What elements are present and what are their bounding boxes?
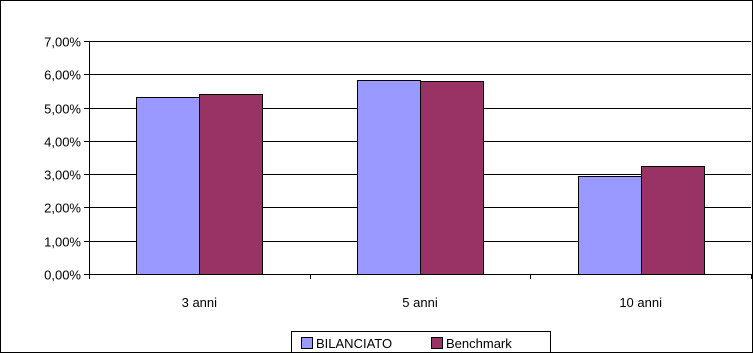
y-tick-label: 6,00% — [44, 68, 81, 83]
legend-swatch-bilanciato — [301, 337, 313, 349]
x-tick-label: 3 anni — [182, 295, 218, 310]
y-tick-label: 2,00% — [44, 201, 81, 216]
bar-benchmark-1 — [199, 94, 263, 275]
y-tick-label: 7,00% — [44, 35, 81, 50]
bar-benchmark-2 — [420, 81, 484, 275]
bars — [136, 80, 705, 275]
bar-bilanciato-1 — [136, 97, 200, 275]
legend-label-bilanciato: BILANCIATO — [316, 336, 392, 351]
bar-bilanciato-2 — [357, 80, 421, 275]
legend: BILANCIATO Benchmark — [291, 331, 551, 352]
legend-box — [291, 331, 551, 352]
y-tick-label: 4,00% — [44, 135, 81, 150]
y-tick-label: 0,00% — [44, 268, 81, 283]
x-tick-label: 5 anni — [402, 295, 438, 310]
axes: 0,00% 1,00% 2,00% 3,00% 4,00% 5,00% 6,00% 7,00%… — [44, 35, 752, 310]
x-tick-label: 10 anni — [619, 295, 662, 310]
legend-label-benchmark: Benchmark — [446, 336, 512, 351]
bar-benchmark-3 — [641, 166, 705, 275]
y-tick-label: 1,00% — [44, 235, 81, 250]
legend-swatch-benchmark — [431, 337, 443, 349]
y-tick-label: 3,00% — [44, 168, 81, 183]
y-tick-label: 5,00% — [44, 102, 81, 117]
bar-bilanciato-3 — [578, 176, 642, 275]
